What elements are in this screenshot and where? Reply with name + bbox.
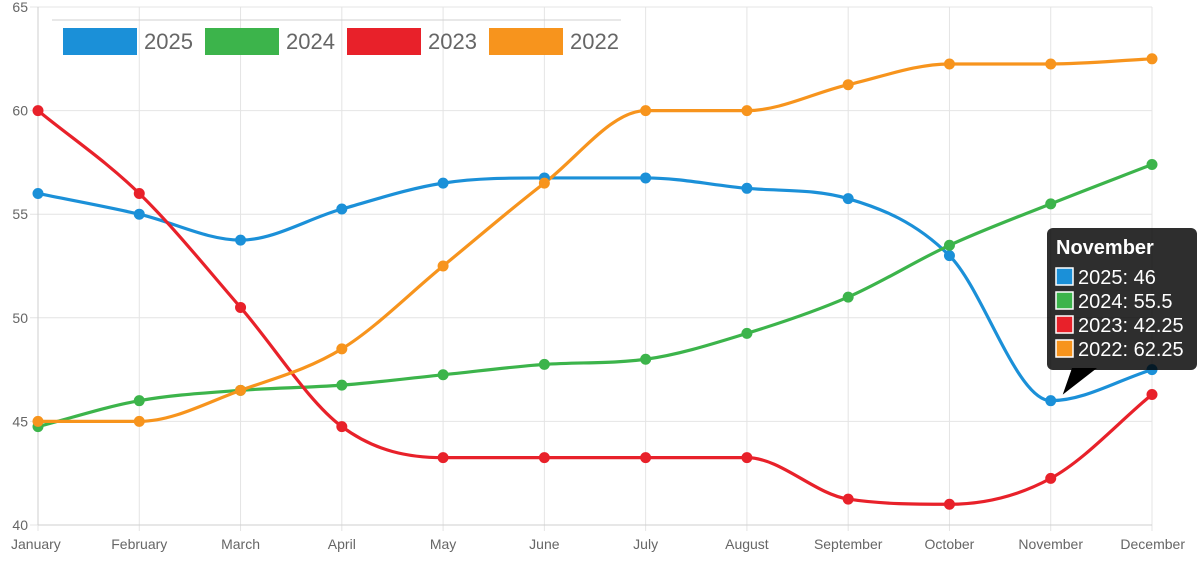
data-point-2023-september[interactable] xyxy=(842,493,854,505)
data-point-2024-february[interactable] xyxy=(133,395,145,407)
data-point-2022-june[interactable] xyxy=(538,177,550,189)
x-tick-label: April xyxy=(328,536,356,552)
data-point-2022-may[interactable] xyxy=(437,260,449,272)
x-tick-label: May xyxy=(430,536,456,552)
data-point-2022-january[interactable] xyxy=(32,415,44,427)
data-point-2025-august[interactable] xyxy=(741,182,753,194)
tooltip-line-2024: 2024: 55.5 xyxy=(1078,291,1173,313)
tooltip-line-2025: 2025: 46 xyxy=(1078,267,1156,289)
series-line-2024 xyxy=(36,162,1154,429)
axes: 40 45 50 55 60 65 January February March April May… xyxy=(11,0,1185,552)
data-point-2022-november[interactable] xyxy=(1045,58,1057,70)
tooltip-title: November xyxy=(1056,237,1154,259)
legend-label: 2022 xyxy=(570,29,619,54)
y-tick-label: 45 xyxy=(12,413,28,429)
x-tick-label: November xyxy=(1018,536,1083,552)
y-tick-label: 60 xyxy=(12,103,28,119)
data-point-2025-february[interactable] xyxy=(133,208,145,220)
tooltip-line-2022: 2022: 62.25 xyxy=(1078,339,1184,361)
data-point-2025-september[interactable] xyxy=(842,193,854,205)
legend-item-2024[interactable]: 2024 xyxy=(205,28,335,55)
legend[interactable]: 2025 2024 2023 2022 xyxy=(52,19,621,55)
data-point-2023-december[interactable] xyxy=(1146,388,1158,400)
tooltip-line-2023: 2023: 42.25 xyxy=(1078,315,1184,337)
x-tick-label: February xyxy=(111,536,167,552)
legend-item-2022[interactable]: 2022 xyxy=(489,28,619,55)
series-line-2022 xyxy=(36,57,1154,424)
x-tick-label: October xyxy=(925,536,975,552)
data-point-2023-march[interactable] xyxy=(235,301,247,313)
data-point-2022-september[interactable] xyxy=(842,79,854,91)
data-point-2023-april[interactable] xyxy=(336,421,348,433)
legend-label: 2025 xyxy=(144,29,193,54)
x-tick-label: July xyxy=(633,536,658,552)
data-point-2024-december[interactable] xyxy=(1146,158,1158,170)
data-point-2022-august[interactable] xyxy=(741,105,753,117)
x-tick-label: June xyxy=(529,536,560,552)
data-point-2024-august[interactable] xyxy=(741,327,753,339)
data-point-2023-february[interactable] xyxy=(133,187,145,199)
x-tick-label: March xyxy=(221,536,260,552)
tooltip-swatch-2025 xyxy=(1055,267,1074,286)
series-points xyxy=(32,53,1158,510)
data-point-2024-june[interactable] xyxy=(538,358,550,370)
tooltip-caret xyxy=(1062,368,1097,395)
data-point-2025-july[interactable] xyxy=(640,172,652,184)
y-tick-label: 55 xyxy=(12,206,28,222)
data-point-2023-august[interactable] xyxy=(741,452,753,464)
y-tick-label: 50 xyxy=(12,310,28,326)
data-point-2023-october[interactable] xyxy=(943,498,955,510)
data-point-2025-april[interactable] xyxy=(336,203,348,215)
legend-swatch xyxy=(489,28,563,55)
x-tick-label: January xyxy=(11,536,61,552)
data-point-2023-july[interactable] xyxy=(640,452,652,464)
data-point-2024-may[interactable] xyxy=(437,369,449,381)
data-point-2024-april[interactable] xyxy=(336,379,348,391)
data-point-2022-february[interactable] xyxy=(133,415,145,427)
legend-item-2023[interactable]: 2023 xyxy=(347,28,477,55)
data-point-2025-november[interactable] xyxy=(1045,395,1057,407)
series-line-2025 xyxy=(36,176,1154,403)
legend-swatch xyxy=(347,28,421,55)
tooltip-swatch-2023 xyxy=(1055,315,1074,334)
grid xyxy=(30,6,1153,531)
data-point-2023-january[interactable] xyxy=(32,105,44,117)
tooltip-swatch-2024 xyxy=(1055,291,1074,310)
data-point-2025-october[interactable] xyxy=(943,250,955,262)
legend-label: 2024 xyxy=(286,29,335,54)
data-point-2024-october[interactable] xyxy=(943,239,955,251)
data-point-2023-november[interactable] xyxy=(1045,472,1057,484)
tooltip-swatch-2022 xyxy=(1055,339,1074,358)
data-point-2022-april[interactable] xyxy=(336,343,348,355)
data-point-2024-september[interactable] xyxy=(842,291,854,303)
data-point-2022-july[interactable] xyxy=(640,105,652,117)
data-point-2025-january[interactable] xyxy=(32,187,44,199)
data-point-2024-july[interactable] xyxy=(640,353,652,365)
data-point-2025-march[interactable] xyxy=(235,234,247,246)
data-point-2025-may[interactable] xyxy=(437,177,449,189)
y-tick-label: 40 xyxy=(12,517,28,533)
series-line-2023 xyxy=(36,109,1154,506)
y-tick-label: 65 xyxy=(12,0,28,15)
x-tick-label: September xyxy=(814,536,883,552)
legend-label: 2023 xyxy=(428,29,477,54)
legend-swatch xyxy=(205,28,279,55)
tooltip-background xyxy=(1047,228,1197,370)
data-point-2023-may[interactable] xyxy=(437,452,449,464)
x-tick-label: December xyxy=(1120,536,1185,552)
data-point-2022-december[interactable] xyxy=(1146,53,1158,65)
data-point-2022-march[interactable] xyxy=(235,384,247,396)
legend-item-2025[interactable]: 2025 xyxy=(63,28,193,55)
data-point-2023-june[interactable] xyxy=(538,452,550,464)
data-point-2022-october[interactable] xyxy=(943,58,955,70)
series-lines xyxy=(36,57,1154,506)
data-point-2024-november[interactable] xyxy=(1045,198,1057,210)
x-tick-label: August xyxy=(725,536,769,552)
legend-swatch xyxy=(63,28,137,55)
